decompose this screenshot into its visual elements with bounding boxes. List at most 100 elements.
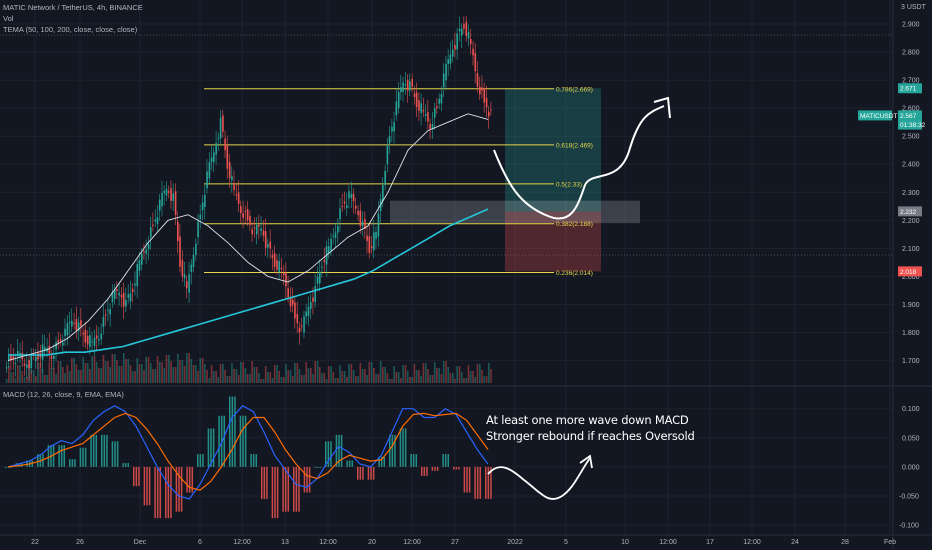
volume-bar: [460, 372, 463, 383]
macd-hist-bar: [69, 459, 71, 467]
volume-bar: [255, 367, 258, 383]
volume-bar: [192, 365, 195, 383]
candle-body: [235, 194, 238, 196]
candle-body: [213, 152, 215, 162]
candle-body: [451, 49, 454, 57]
volume-bar: [287, 370, 289, 383]
volume-bar: [129, 365, 132, 383]
volume-bar: [8, 366, 10, 383]
volume-bar: [111, 354, 114, 383]
fibonacci-retracement[interactable]: 0.786(2.669) 0.618(2.469) 0.5(2.33) 0.382(2…: [204, 86, 593, 277]
candle-body: [82, 332, 84, 335]
macd-axis[interactable]: 0.100 0.050 0.000 -0.050 -0.100: [899, 406, 920, 529]
macd-hist-bar: [306, 466, 308, 493]
candle-body: [222, 115, 224, 132]
volume-bar: [479, 364, 481, 383]
macd-hist-bar: [434, 466, 436, 471]
macd-hist-bar: [10, 466, 12, 468]
candle-body: [415, 92, 418, 108]
long-position-tool[interactable]: [390, 88, 640, 272]
volume-bar: [402, 365, 404, 383]
fib-level-label: 0.236(2.014): [556, 270, 593, 277]
price-axis[interactable]: 2.900 2.800 2.700 2.600 2.500 2.400 2.300 2.200…: [902, 22, 920, 366]
volume-bar: [346, 377, 348, 383]
volume-bar: [10, 372, 12, 383]
volume-bar: [233, 369, 235, 383]
volume-bar: [300, 375, 303, 383]
candle-body: [8, 356, 10, 361]
volume-bar: [436, 368, 438, 383]
macd-hist-bar: [282, 466, 284, 512]
volume-bar: [89, 369, 91, 383]
macd-projection-curve: [487, 457, 591, 500]
volume-bar: [327, 366, 330, 383]
candle-body: [237, 192, 240, 204]
candle-body: [264, 231, 267, 248]
macd-hist-bar: [95, 434, 98, 467]
candle-body: [120, 294, 123, 298]
macd-hist-bar: [84, 447, 87, 467]
volume-bar: [251, 361, 253, 383]
volume-bar: [370, 362, 373, 383]
macd-hist-bar: [116, 441, 119, 467]
candle-body: [431, 124, 434, 129]
volume-bar: [359, 363, 362, 383]
volume-bar: [289, 370, 292, 383]
macd-hist-bar: [42, 454, 44, 467]
price-tick-label: 1.700: [902, 358, 920, 365]
candle-body: [37, 352, 39, 360]
candle-body: [316, 276, 319, 284]
volume-bar: [422, 363, 425, 383]
time-axis[interactable]: 22 26 Dec 6 12:00 13 12:00 20 12:00 27 2022 5 10 12:0…: [31, 539, 896, 546]
fib-level-label: 0.618(2.469): [556, 142, 593, 149]
volume-bar: [285, 364, 287, 383]
volume-bar: [429, 375, 431, 383]
macd-hist-bar: [327, 441, 330, 467]
candle-body: [289, 297, 292, 307]
candle-body: [298, 327, 301, 333]
macd-hist-bar: [340, 434, 343, 467]
volume-bar: [75, 364, 78, 383]
candle-body: [64, 328, 66, 336]
macd-hist-bar: [319, 466, 322, 468]
volume-bar: [357, 376, 359, 383]
volume-bar: [411, 377, 414, 383]
volume-bar: [294, 363, 296, 383]
candle-body: [174, 191, 177, 215]
volume-bar: [442, 361, 445, 383]
volume-bar: [377, 374, 380, 383]
time-tick-label: 12:00: [659, 539, 677, 546]
candle-body: [490, 109, 492, 111]
macd-hist-bar: [148, 466, 151, 506]
macd-tick-label: -0.100: [899, 523, 919, 530]
candle-body: [339, 208, 341, 220]
macd-hist-bar: [188, 466, 191, 493]
fib-level-label: 0.5(2.33): [556, 181, 582, 188]
macd-hist-bar: [114, 441, 116, 467]
macd-hist-bar: [330, 441, 332, 467]
volume-bar: [183, 366, 186, 383]
candle-body: [66, 322, 69, 336]
candle-body: [330, 238, 332, 251]
macd-hist-bar: [372, 466, 375, 480]
candle-body: [348, 191, 350, 199]
macd-hist-bar: [391, 434, 394, 467]
projection-drawings[interactable]: [487, 96, 671, 500]
candle-body: [91, 341, 93, 343]
price-badge-text: 01:38:32: [900, 122, 926, 129]
macd-hist-bar: [223, 415, 226, 467]
candle-body: [334, 232, 337, 238]
macd-hist-bar: [463, 466, 466, 493]
macd-hist-bar: [295, 466, 298, 512]
volume-bar: [86, 363, 89, 383]
volume-bar: [454, 379, 456, 383]
macd-hist-bar: [404, 428, 407, 467]
volume-bar: [204, 364, 206, 383]
price-tick-label: 2.600: [902, 106, 920, 113]
macd-hist-bar: [52, 445, 55, 467]
price-tick-label: 2.300: [902, 190, 920, 197]
volume-bar: [80, 370, 82, 383]
macd-histogram: [5, 396, 492, 519]
